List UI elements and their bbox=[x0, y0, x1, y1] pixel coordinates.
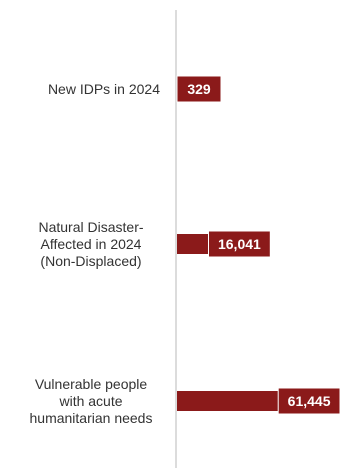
category-label-2: Vulnerable people with acute humanitarian … bbox=[30, 376, 153, 426]
value-label-0: 329 bbox=[187, 81, 211, 97]
value-label-box-0 bbox=[176, 75, 222, 103]
category-label-0: New IDPs in 2024 bbox=[48, 81, 160, 97]
value-label-box-2 bbox=[277, 387, 341, 415]
category-label-1: Natural Disaster-Affected in 2024 (Non-Di… bbox=[38, 219, 143, 269]
value-label-1: 16,041 bbox=[218, 236, 261, 252]
value-label-2: 61,445 bbox=[288, 393, 331, 409]
value-label-box-1 bbox=[208, 230, 271, 258]
